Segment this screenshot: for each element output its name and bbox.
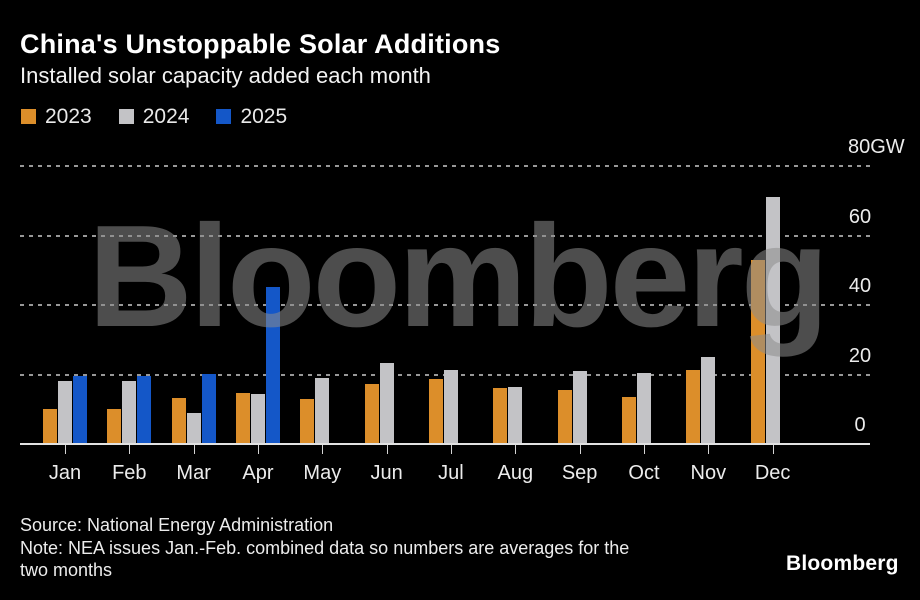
bloomberg-logo: Bloomberg	[786, 552, 899, 575]
x-axis-label-May: May	[303, 462, 342, 484]
bar-2024-Dec	[765, 196, 780, 444]
bar-2024-Aug	[508, 386, 523, 444]
bar-2023-Aug	[493, 388, 508, 444]
x-axis-label-Jan: Jan	[48, 462, 82, 484]
bar-2024-Jul	[443, 370, 458, 444]
x-axis-line	[20, 443, 870, 445]
x-axis-label-Jul: Jul	[438, 462, 464, 484]
x-axis-label-Jun: Jun	[370, 462, 403, 484]
legend-item-2025: 2025	[216, 106, 287, 127]
bar-2024-May	[315, 378, 330, 444]
x-axis-label-Dec: Dec	[754, 462, 791, 484]
x-axis-tick-Oct	[643, 445, 645, 454]
x-axis-tick-Nov	[708, 445, 710, 454]
legend-swatch-2025	[216, 109, 232, 124]
x-axis-label-Sep: Sep	[561, 462, 598, 484]
legend-label: 2023	[45, 105, 92, 128]
bar-2024-Jun	[379, 363, 394, 444]
legend-label: 2025	[240, 105, 288, 128]
y-axis-label-80: 80GW	[848, 136, 905, 159]
x-axis-tick-Apr	[257, 445, 259, 454]
bar-2025-Mar	[201, 373, 216, 444]
legend-item-2023: 2023	[21, 106, 92, 127]
bar-2024-Nov	[701, 357, 716, 444]
gridline-40	[20, 304, 870, 307]
bar-2023-Jun	[364, 384, 379, 444]
legend-label: 2024	[142, 105, 190, 128]
x-axis-label-Feb: Feb	[112, 462, 147, 484]
footer: Source: National Energy Administration N…	[20, 514, 629, 582]
x-axis-tick-Mar	[193, 445, 195, 454]
y-axis-label-40: 40	[848, 275, 872, 298]
y-axis-label-60: 60	[848, 205, 872, 228]
x-axis-label-Apr: Apr	[242, 462, 274, 484]
legend-swatch-2023	[21, 109, 36, 124]
source-text: Source: National Energy Administration	[20, 515, 334, 535]
bar-2023-Apr	[235, 392, 250, 444]
x-axis-tick-Dec	[772, 445, 774, 454]
bar-2023-Nov	[686, 370, 701, 444]
bar-2025-Apr	[265, 287, 280, 444]
x-axis-tick-Jul	[450, 445, 452, 454]
bar-2024-Oct	[636, 373, 651, 444]
bar-2023-Jan	[43, 408, 57, 444]
legend-swatch-2024	[118, 109, 134, 124]
x-axis-tick-Feb	[129, 445, 131, 454]
x-axis-label-Mar: Mar	[176, 462, 211, 484]
legend: 2023 2024 2025	[21, 106, 287, 127]
bar-2023-Mar	[171, 397, 186, 444]
bar-2023-Jul	[428, 379, 443, 444]
bar-2024-Mar	[186, 412, 201, 444]
bar-2024-Jan	[58, 381, 72, 444]
bar-2024-Sep	[572, 371, 587, 444]
gridline-80	[20, 165, 870, 168]
x-axis-label-Nov: Nov	[690, 462, 727, 484]
bar-2023-Dec	[750, 260, 765, 444]
x-axis-tick-Sep	[579, 445, 581, 454]
bar-2023-Feb	[107, 408, 122, 444]
legend-item-2024: 2024	[118, 105, 190, 128]
bar-2025-Feb	[137, 375, 152, 444]
x-axis-tick-Jun	[386, 445, 388, 454]
y-axis-label-0: 0	[854, 414, 866, 436]
x-axis-tick-May	[322, 445, 324, 454]
bar-2024-Apr	[250, 394, 265, 444]
x-axis-tick-Aug	[515, 445, 517, 454]
bar-2023-May	[300, 399, 315, 444]
x-axis-tick-Jan	[65, 445, 66, 454]
chart-subtitle: Installed solar capacity added each mont…	[20, 63, 431, 88]
x-axis-label-Aug: Aug	[497, 462, 534, 484]
y-axis-label-20: 20	[848, 344, 872, 367]
bar-2023-Oct	[621, 396, 636, 444]
bar-2025-Jan	[73, 375, 87, 444]
note-text-line-2: two months	[20, 560, 113, 580]
x-axis-label-Oct: Oct	[628, 462, 660, 484]
bar-2024-Feb	[122, 381, 137, 444]
chart-title: China's Unstoppable Solar Additions	[20, 29, 501, 59]
gridline-60	[20, 234, 870, 237]
note-text-line-1: Note: NEA issues Jan.-Feb. combined data…	[20, 537, 630, 558]
bar-2023-Sep	[557, 389, 572, 444]
